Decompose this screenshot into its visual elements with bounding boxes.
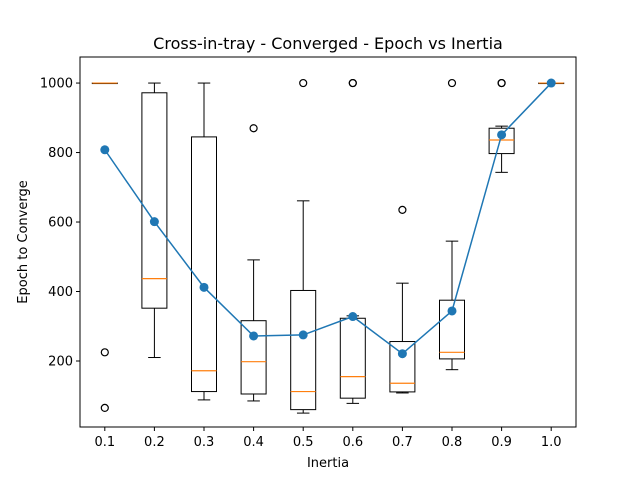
x-tick-label: 0.1 [94, 435, 115, 450]
x-tick-label: 0.6 [342, 435, 363, 450]
mean-point [199, 282, 209, 292]
y-tick-label: 400 [48, 285, 73, 300]
mean-point [249, 331, 259, 341]
box-iqr [439, 299, 465, 360]
box-plot-0.9 [488, 78, 515, 173]
mean-point [397, 349, 407, 359]
outlier-point [497, 78, 506, 88]
box-iqr [191, 136, 217, 393]
outlier-point [249, 124, 258, 133]
y-axis-label: Epoch to Converge [16, 180, 31, 303]
x-tick-label: 0.8 [442, 435, 463, 450]
box-plot-0.4 [240, 124, 267, 402]
y-tick-label: 800 [48, 146, 73, 161]
box-iqr [339, 317, 366, 399]
box-plot-0.8 [439, 78, 465, 371]
x-tick-label: 0.7 [392, 435, 413, 450]
plot-frame [79, 56, 577, 428]
outlier-point [447, 78, 457, 88]
mean-point [100, 145, 110, 155]
outlier-point [299, 78, 308, 88]
box-plot-0.5 [290, 78, 317, 414]
box-plot-0.7 [389, 205, 416, 394]
box-plot-0.3 [191, 82, 217, 401]
mean-point [149, 217, 159, 227]
x-tick-label: 0.9 [491, 435, 512, 450]
y-tick-label: 600 [48, 216, 73, 231]
x-tick-label: 0.2 [144, 435, 165, 450]
plot-area [91, 78, 565, 414]
mean-point [298, 330, 308, 340]
outlier-point [100, 348, 109, 357]
y-tick-label: 1000 [40, 77, 73, 92]
outlier-point [398, 205, 407, 214]
box-plot-0.2 [141, 82, 168, 359]
x-tick-label: 0.4 [243, 435, 264, 450]
x-axis-label: Inertia [307, 456, 349, 471]
outlier-point [348, 78, 357, 88]
x-tick-label: 0.5 [293, 435, 314, 450]
chart-title: Cross-in-tray - Converged - Epoch vs Ine… [153, 34, 503, 53]
x-tick-label: 1.0 [541, 435, 562, 450]
box-iqr [290, 289, 317, 411]
mean-point [497, 130, 507, 140]
box-iqr [141, 92, 168, 309]
box-plot-0.6 [339, 78, 366, 404]
mean-point [546, 78, 556, 88]
mean-point [447, 306, 457, 316]
mean-point [348, 312, 358, 322]
x-tick-label: 0.3 [194, 435, 215, 450]
box-iqr [488, 127, 515, 155]
box-iqr [240, 320, 267, 395]
y-tick-label: 200 [48, 354, 73, 369]
outlier-point [100, 403, 109, 412]
box-iqr [389, 341, 416, 393]
mean-line [104, 82, 552, 355]
box-plot-0.1 [91, 82, 118, 412]
